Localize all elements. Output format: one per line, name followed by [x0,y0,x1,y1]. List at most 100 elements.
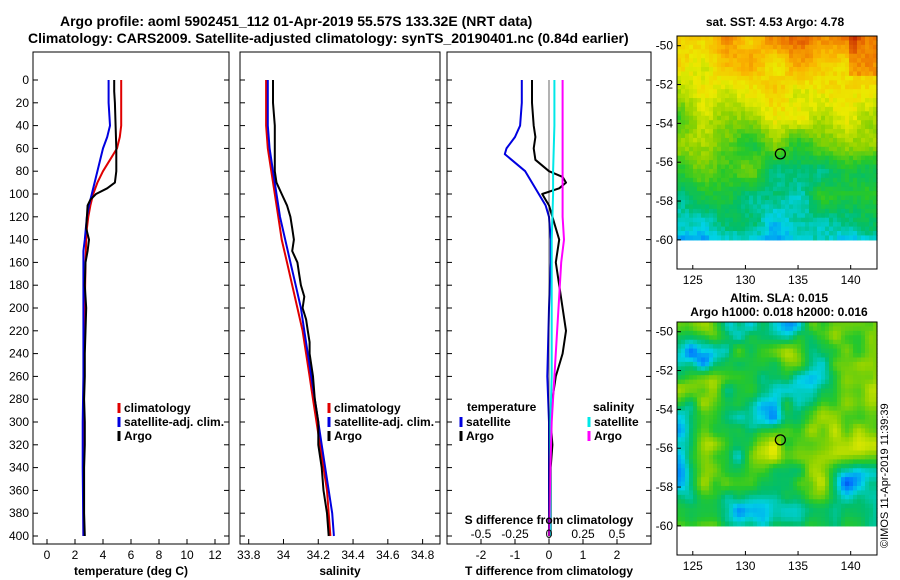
sla_map-cell [721,468,726,474]
sla_map-cell [841,361,846,367]
sst_map-cell [861,115,866,121]
sst_map-cell [773,186,778,192]
sst_map-cell [841,182,846,188]
sla_map-cell [689,437,694,443]
sla_map-cell [777,344,782,350]
sla_map-cell [733,423,738,429]
sla_map-cell [833,472,838,478]
sla_map-cell [801,450,806,456]
sst_map-cell [701,106,706,112]
sst_map-cell [681,106,686,112]
sla_map-cell [717,326,722,332]
sla_map-cell [721,441,726,447]
sst_map-cell [865,204,870,210]
sla_map-cell [873,446,878,452]
sst_map-cell [753,120,758,126]
sla_map-cell [869,401,874,407]
sla_map-cell [861,499,866,505]
sla_map-cell [693,406,698,412]
sla_map-cell [781,344,786,350]
sst_map-cell [781,75,786,81]
sla_map-cell [777,322,782,328]
sla_map-cell [685,499,690,505]
sst_map-cell [769,137,774,143]
sst_map-cell [841,191,846,197]
sst_map-cell [825,226,830,232]
sla_map-cell [821,428,826,434]
sst_map-cell [685,168,690,174]
sst_map-cell [725,106,730,112]
sla_map-cell [705,384,710,390]
sst_map-cell [817,129,822,135]
sla_map-cell [721,406,726,412]
sst_map-cell [701,75,706,81]
sla_map-cell [765,503,770,509]
sst_map-cell [717,98,722,104]
sst_map-cell [841,217,846,223]
sla_map-cell [853,366,858,372]
sst_map-cell [805,195,810,201]
sla_map-cell [717,463,722,469]
sst_map-cell [833,222,838,228]
sla_map-cell [681,441,686,447]
sla_map-cell [729,472,734,478]
sla_map-cell [773,432,778,438]
depth-tick-label: 340 [9,461,29,475]
sla_map-cell [713,326,718,332]
sla_map-cell [685,348,690,354]
sst_map-cell [725,204,730,210]
sla_map-cell [821,388,826,394]
sst_map-cell [833,49,838,55]
sst_map-cell [821,98,826,104]
sla_map-cell [853,339,858,345]
sla_map-cell [857,468,862,474]
sla_map-cell [873,410,878,416]
sla_map-cell [809,375,814,381]
sst_map-cell [693,208,698,214]
sla_map-cell [773,322,778,328]
sst_map-cell [869,191,874,197]
sla_map-cell [717,397,722,403]
sla_map-cell [849,415,854,421]
sst_map-cell [725,62,730,68]
sst_map-cell [713,129,718,135]
sla_map-cell [849,423,854,429]
sst_map-cell [689,102,694,108]
sst_map-cell [717,186,722,192]
sla_map-cell [769,499,774,505]
sst_map-cell [729,62,734,68]
sst_map-cell [865,58,870,64]
sla_map-cell [737,379,742,385]
salinity-legend-label: Argo [334,429,362,443]
sla_map-cell [777,437,782,443]
sla_map-cell [857,512,862,518]
sla_map-cell [833,481,838,487]
depth-tick-label: 360 [9,483,29,497]
sst_map-cell [701,235,706,241]
sla_map-cell [717,357,722,363]
sla_map-cell [729,339,734,345]
sst_map-cell [793,102,798,108]
sst_map-cell [869,146,874,152]
sla_map-cell [873,339,878,345]
sla_map-cell [753,450,758,456]
sst_map-cell [753,142,758,148]
sst_map-cell [677,84,682,90]
sst_map-cell [869,137,874,143]
sla_map-cell [813,375,818,381]
sst_map-cell [689,182,694,188]
sst_map-cell [737,217,742,223]
sst_map-cell [869,186,874,192]
sst_map-cell [789,62,794,68]
sst_map-cell [797,195,802,201]
sla_map-cell [761,512,766,518]
sla_map-cell [873,415,878,421]
sla_map-cell [833,485,838,492]
sla_map-cell [745,481,750,487]
sla_map-cell [789,485,794,492]
sst_map-cell [801,36,806,42]
sst_map-cell [873,133,878,139]
sla_map-cell [873,423,878,429]
sst_map-cell [793,146,798,152]
sst_map-cell [685,186,690,192]
